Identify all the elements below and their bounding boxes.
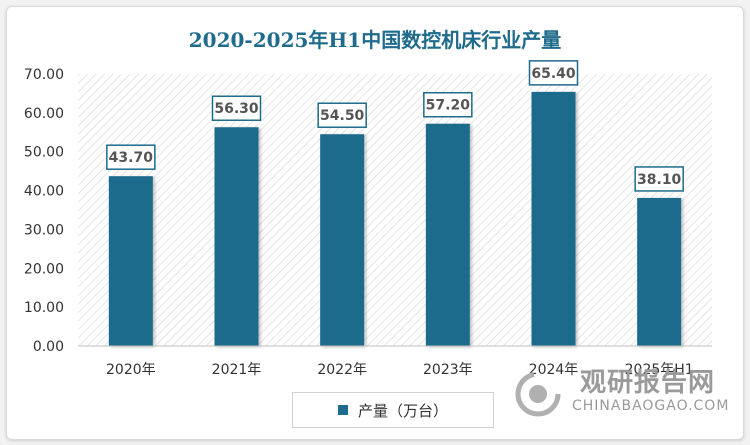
bar (637, 197, 682, 346)
y-tick-label: 30.00 (24, 222, 64, 238)
watermark: 观研报告网 CHINABAOGAO.COM (510, 362, 740, 422)
legend-label: 产量（万台） (357, 401, 448, 420)
bar (108, 176, 153, 346)
bar (320, 134, 365, 346)
bar (214, 127, 259, 346)
data-label-box (634, 166, 684, 192)
watermark-text: 观研报告网 (580, 368, 716, 398)
data-label-box (317, 102, 367, 128)
data-label-box (528, 60, 579, 86)
x-axis: 2020年 2021年 2022年 2023年 2024年 2025年H1 (78, 345, 712, 378)
data-label: 43.70 (109, 150, 154, 166)
data-label: 56.30 (214, 101, 259, 117)
y-tick-label: 60.00 (24, 106, 64, 122)
x-tick-label: 2023年 (423, 362, 473, 378)
y-tick-label: 10.00 (24, 300, 64, 316)
bar (425, 123, 470, 346)
watermark-logo-icon (515, 371, 561, 417)
y-axis: 0.00 10.00 20.00 30.00 40.00 50.00 60.00 70.00 (24, 67, 64, 355)
y-tick-label: 20.00 (24, 261, 64, 277)
legend: 产量（万台） (292, 392, 494, 428)
y-tick-label: 0.00 (33, 339, 64, 355)
x-tick-label: 2024年 (529, 362, 579, 378)
data-label-box (211, 95, 262, 121)
x-tick-label: 2025年H1 (625, 362, 694, 378)
y-tick-label: 50.00 (24, 145, 64, 161)
data-label-box (423, 91, 473, 118)
data-label: 38.10 (637, 172, 682, 188)
x-tick-label: 2020年 (106, 362, 156, 378)
data-label: 65.40 (531, 66, 576, 82)
x-tick-label: 2022年 (317, 362, 367, 378)
watermark-url: CHINABAOGAO.COM (572, 398, 730, 414)
y-tick-label: 70.00 (24, 67, 64, 83)
y-tick-label: 40.00 (24, 184, 64, 200)
legend-swatch (337, 405, 348, 415)
bar (531, 91, 576, 346)
data-label-box (106, 144, 156, 170)
bars-group: 43.70 56.30 54.50 57.20 65.40 38.10 (106, 60, 684, 346)
data-label: 57.20 (426, 98, 471, 114)
x-tick-label: 2021年 (212, 362, 262, 378)
plot-area (78, 74, 712, 346)
data-label: 54.50 (320, 108, 365, 124)
chart-title: 2020-2025年H1中国数控机床行业产量 (188, 28, 562, 52)
